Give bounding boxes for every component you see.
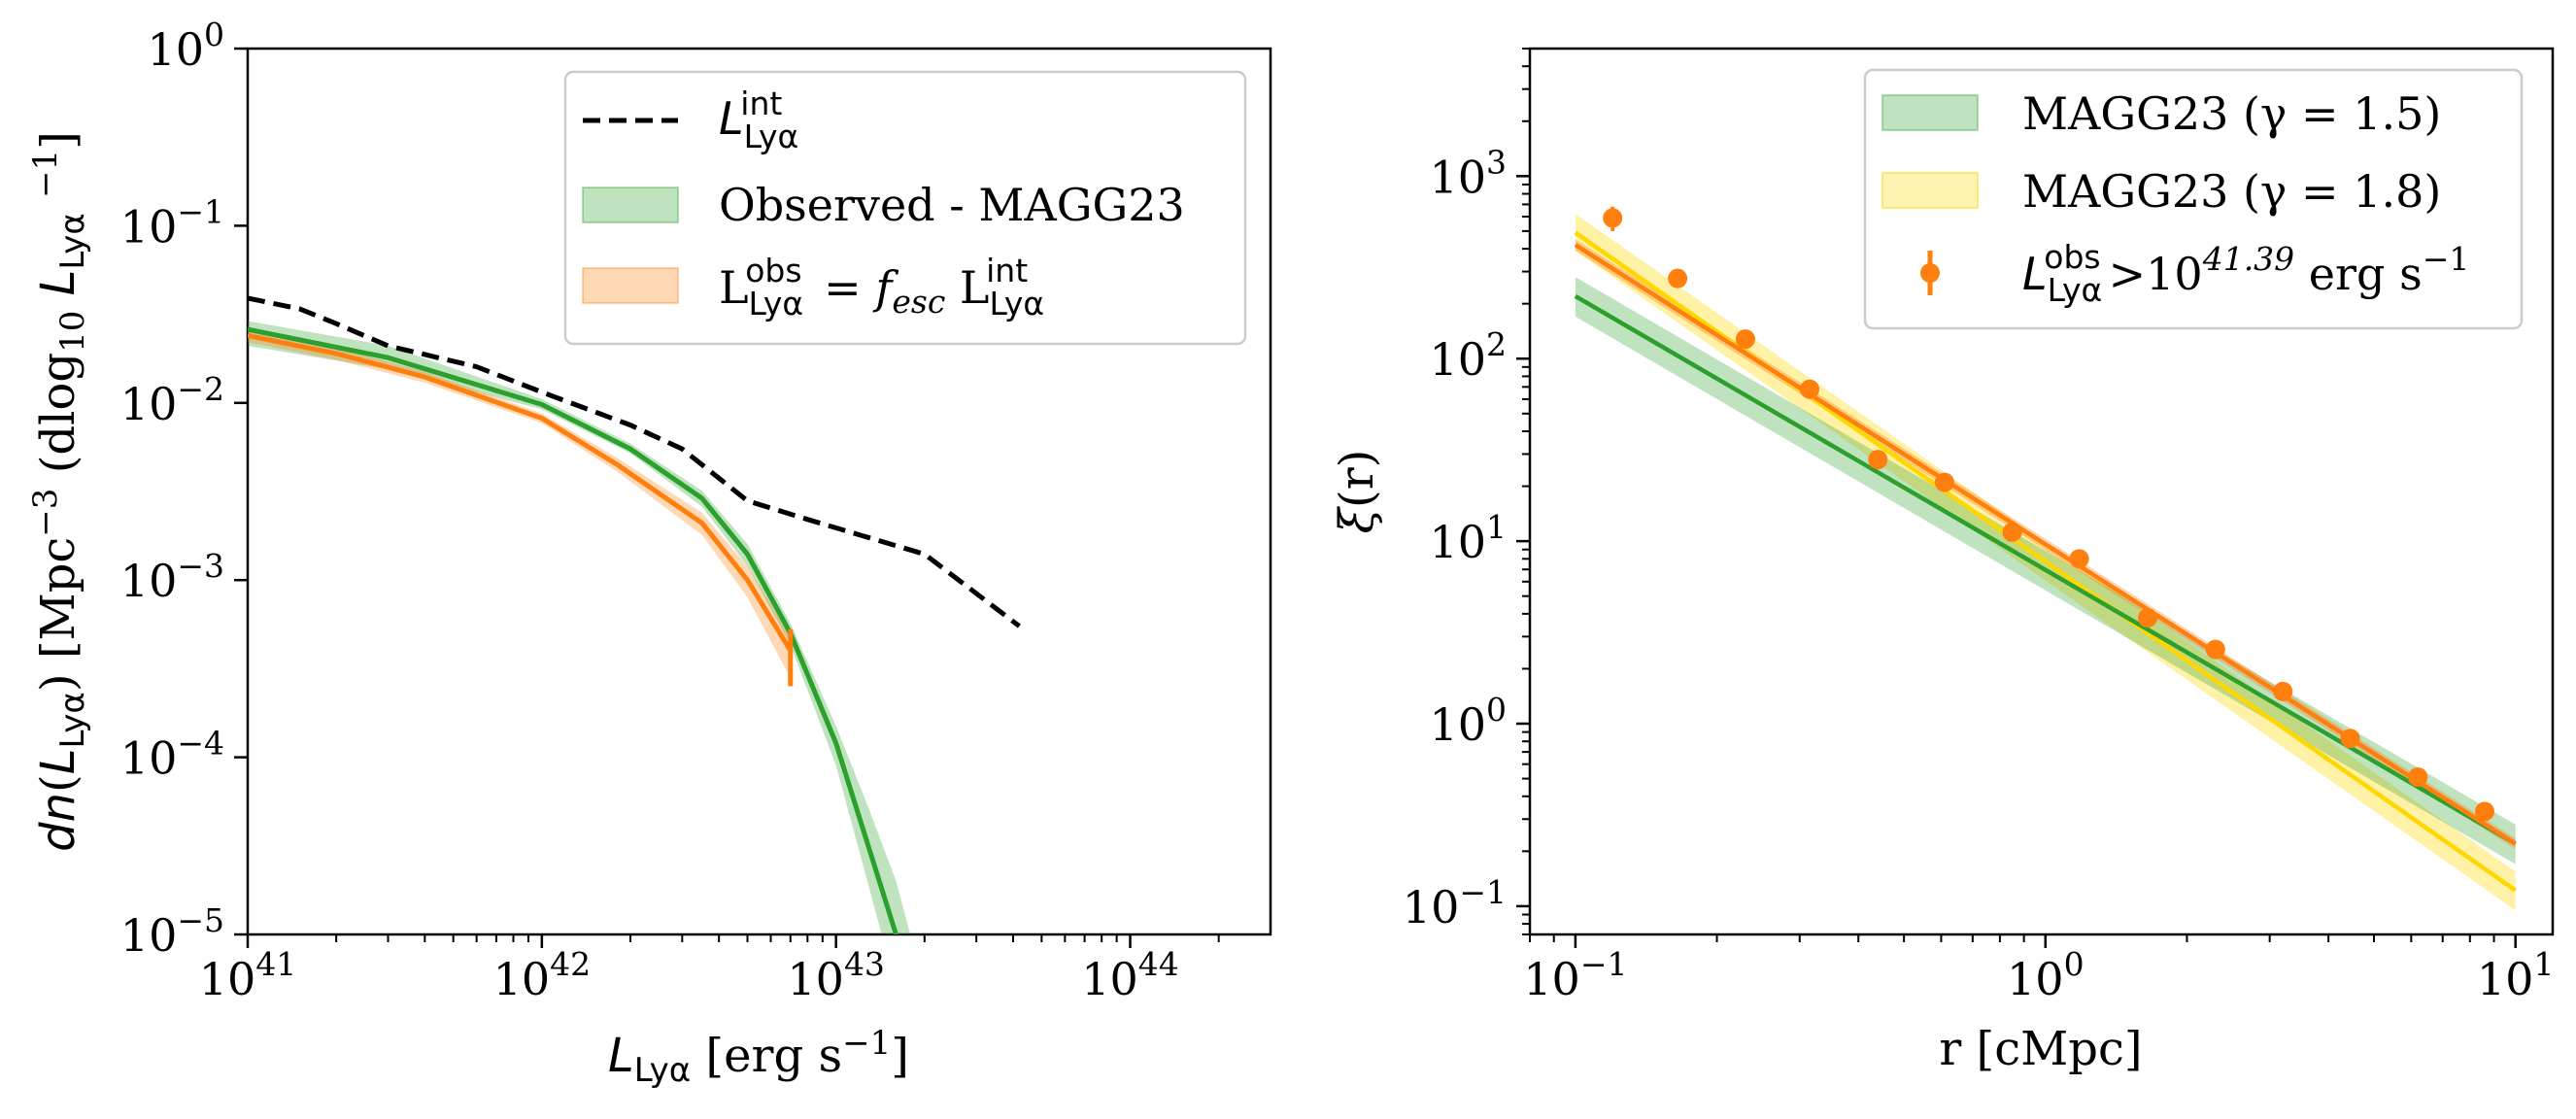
legend-gamma15-label: MAGG23 (γ = 1.5) (2022, 87, 2441, 140)
legend-observed-swatch (582, 186, 679, 223)
legend-data-marker (1920, 263, 1940, 283)
right-x-axis-label: r [cMpc] (1939, 1022, 2142, 1076)
xi-data-point (2002, 522, 2022, 542)
xi-data-point (1800, 379, 1820, 399)
legend-gamma15-swatch (1881, 94, 1979, 131)
xi-data-point (2273, 681, 2293, 701)
right-y-tick-label: 101 (1429, 508, 1507, 568)
left-y-tick-label: 10−4 (120, 725, 224, 785)
legend-escaped-label: LLyαobs = fesc LLyαint (719, 252, 1044, 322)
xi-data-point (1934, 472, 1954, 492)
intrinsic-dashed-line (248, 295, 1021, 628)
left-x-tick-label: 1044 (1081, 945, 1179, 1005)
right-x-tick-label: 101 (2477, 945, 2555, 1005)
gamma15-line (1574, 293, 2517, 846)
xi-data-point (2069, 549, 2089, 569)
observed-fit-line (248, 326, 899, 934)
escaped-band (248, 329, 791, 678)
left-y-tick-label: 100 (147, 16, 224, 76)
legend-intrinsic-label: LLyαint (719, 85, 798, 155)
xi-data-point (2205, 639, 2225, 660)
right-y-axis-label: ξ(r) (1330, 450, 1384, 534)
fit-line (1574, 243, 2517, 846)
left-y-tick-label: 10−1 (120, 192, 224, 253)
left-legend-box (563, 70, 1247, 346)
right-x-tick-label: 10−1 (1523, 945, 1627, 1005)
legend-observed-label: Observed - MAGG23 (719, 179, 1185, 231)
right-y-tick-label: 102 (1429, 325, 1507, 386)
legend-gamma18-label: MAGG23 (γ = 1.8) (2022, 165, 2441, 218)
left-y-tick-label: 10−5 (120, 901, 224, 962)
correlation-panel: 10−1 100 101 103 102 101 100 10−1 r [cMpc] ξ(r)… (1330, 47, 2555, 1076)
escaped-fit-line (248, 332, 793, 653)
legend-data-label: LLyαobs >1041.39 erg s−1 (2022, 238, 2469, 309)
xi-data-point (2408, 766, 2428, 787)
right-legend: MAGG23 (γ = 1.5) MAGG23 (γ = 1.8) LLyαob… (1863, 68, 2524, 330)
xi-data-point (2138, 608, 2158, 628)
xi-data-point (2474, 801, 2494, 822)
right-y-tick-label: 100 (1429, 691, 1507, 751)
legend-escaped-swatch (582, 267, 679, 304)
xi-data-point (1603, 208, 1623, 228)
xi-data-point (2340, 729, 2360, 749)
xi-data-point (1735, 329, 1755, 350)
right-y-tick-label: 10−1 (1403, 873, 1507, 933)
right-y-tick-label: 103 (1429, 143, 1507, 203)
legend-gamma18-swatch (1881, 172, 1979, 209)
left-x-tick-label: 1042 (493, 945, 592, 1005)
lum-function-panel: 1041 1042 1043 104410010−110−210−310−410−5 … (26, 16, 1272, 1090)
xi-data-point (1868, 450, 1888, 470)
left-x-tick-label: 1043 (787, 945, 885, 1005)
right-x-tick-label: 100 (2007, 945, 2085, 1005)
left-x-axis-label: LLyα [erg s−1] (608, 1024, 909, 1090)
right-legend-box (1863, 68, 2524, 330)
left-legend: LLyαint Observed - MAGG23 LLyαobs = fesc… (563, 70, 1247, 346)
left-x-tick-label: 1041 (199, 945, 297, 1005)
xi-data-point (1668, 268, 1688, 288)
left-y-tick-label: 10−2 (120, 370, 224, 430)
left-y-axis-label: dn(LLyα) [Mpc−3 (dlog10 LLyα −1] (26, 131, 92, 852)
left-y-tick-label: 10−3 (120, 547, 224, 607)
